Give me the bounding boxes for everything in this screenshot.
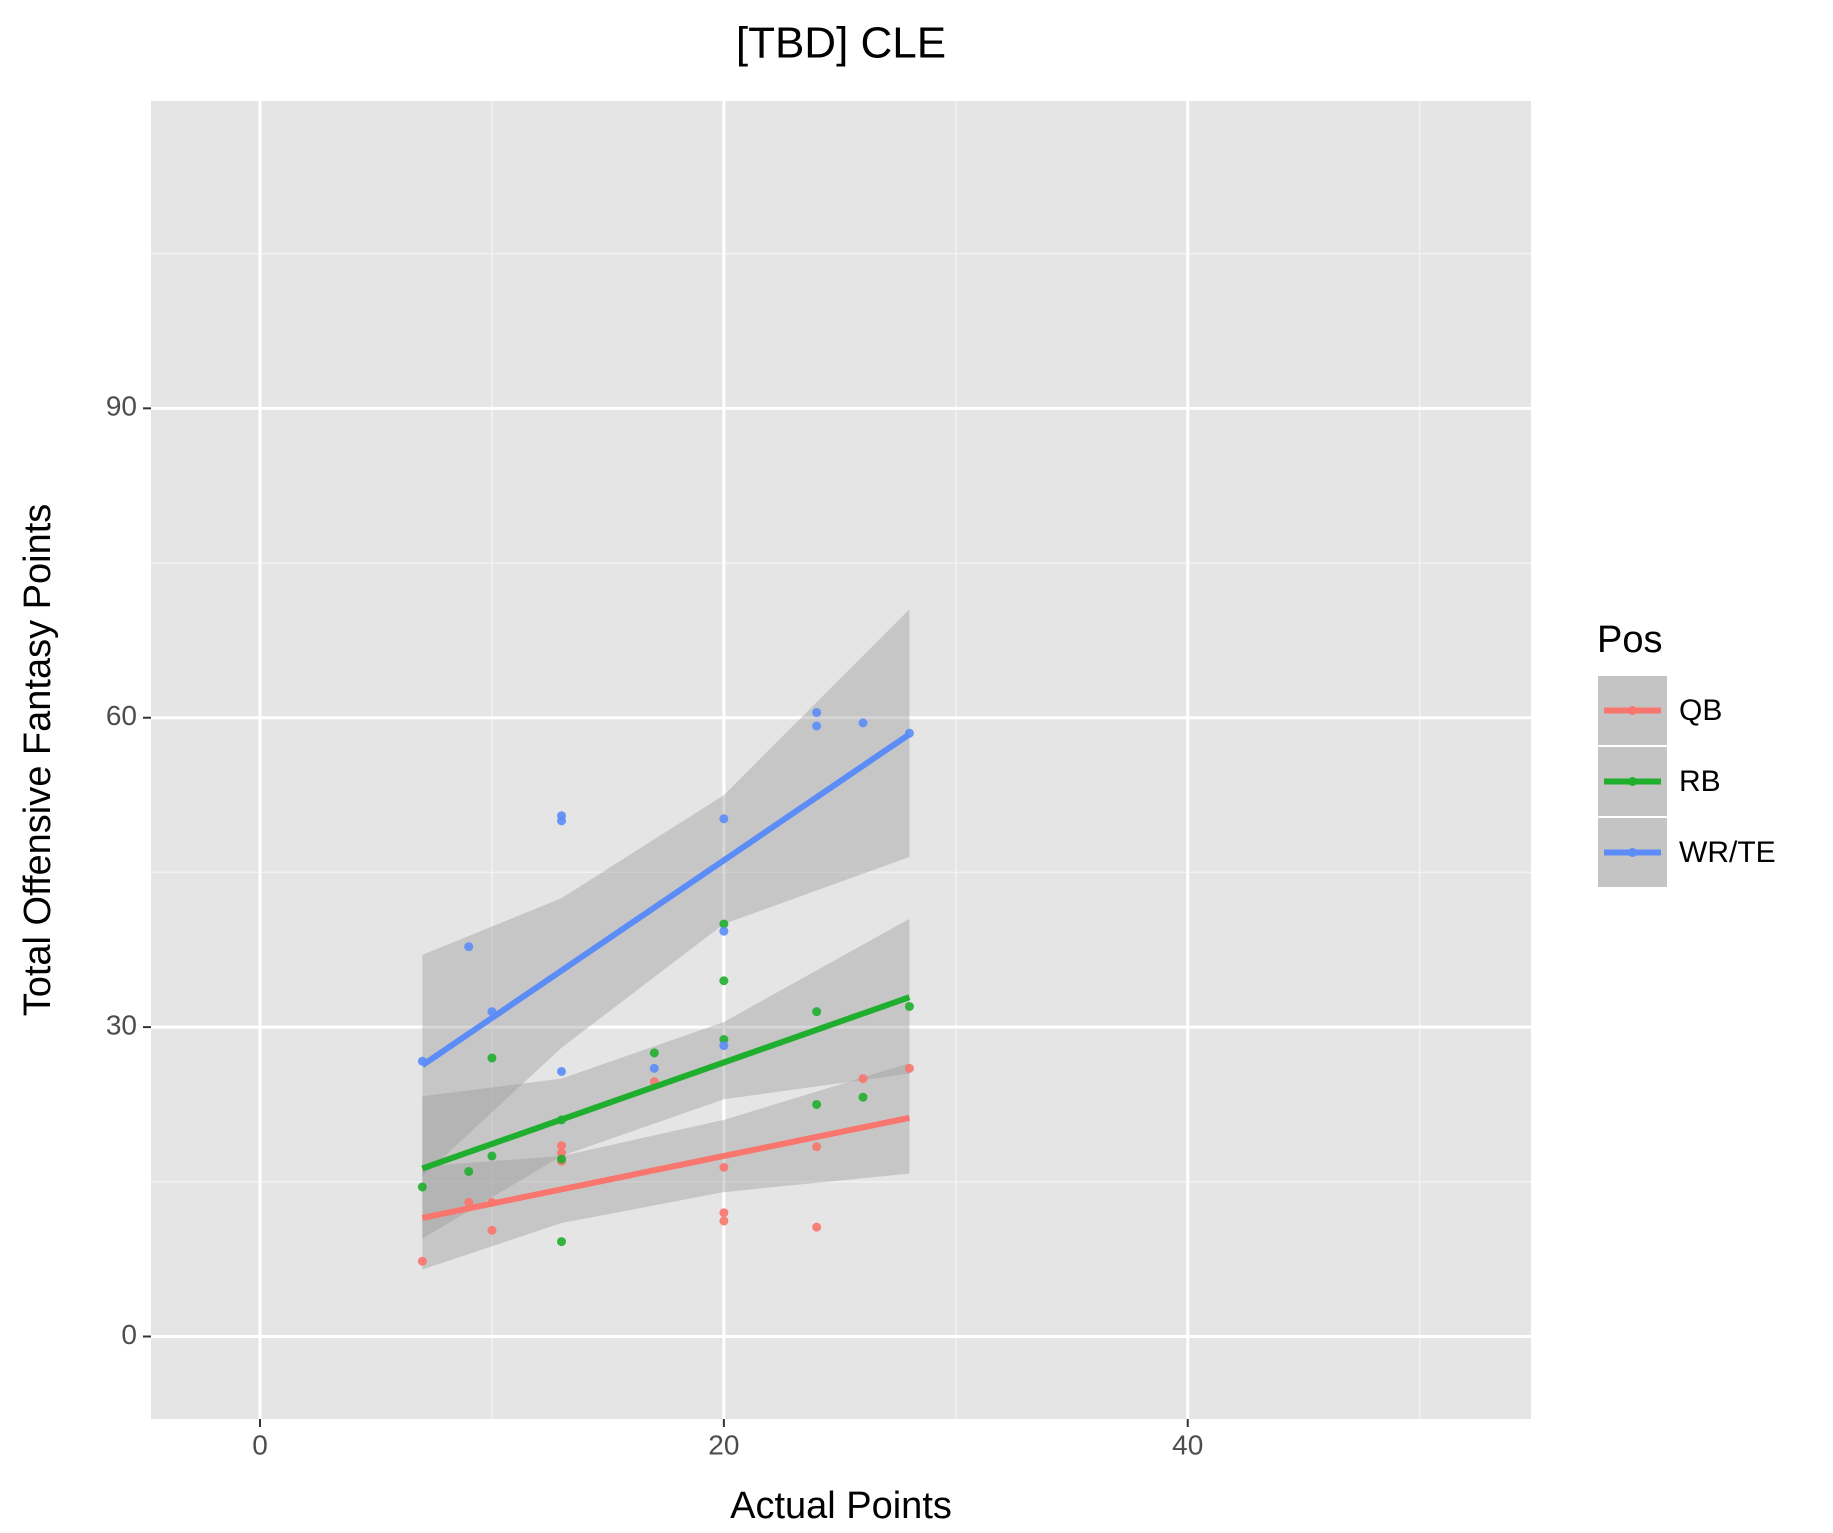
point (649, 1063, 659, 1073)
fit-line (420, 731, 912, 1068)
point (557, 1141, 567, 1151)
point (812, 1222, 822, 1232)
point (719, 1208, 729, 1218)
point (904, 1001, 914, 1011)
fit-line (421, 994, 911, 1172)
point (557, 1237, 567, 1247)
point (719, 814, 729, 824)
legend-point (1628, 706, 1637, 715)
legend-title: Pos (1597, 619, 1662, 661)
y-tick-label: 0 (121, 1319, 137, 1350)
legend-point (1628, 777, 1637, 786)
point (487, 1225, 497, 1235)
point (557, 1148, 567, 1158)
point (719, 1034, 729, 1044)
y-tick-label: 30 (106, 1009, 137, 1040)
point (858, 1074, 868, 1084)
point (417, 1256, 427, 1266)
legend-point (1628, 848, 1637, 857)
point (464, 1197, 474, 1207)
point (719, 1162, 729, 1172)
point (464, 942, 474, 952)
point (557, 1154, 567, 1164)
panel (151, 101, 1531, 1419)
point (812, 721, 822, 731)
y-tick-label: 60 (106, 700, 137, 731)
legend-label: QB (1679, 694, 1722, 727)
point (487, 1151, 497, 1161)
point (719, 1041, 729, 1051)
point (858, 718, 868, 728)
point (649, 1048, 659, 1058)
point (812, 1007, 822, 1017)
point (557, 1066, 567, 1076)
x-tick-label: 40 (1172, 1429, 1203, 1460)
point (812, 1142, 822, 1152)
legend-label: WR/TE (1679, 836, 1776, 869)
x-axis-label: Actual Points (730, 1485, 952, 1527)
point (812, 708, 822, 718)
point (464, 1166, 474, 1176)
point (487, 1053, 497, 1063)
fit-line (421, 1114, 911, 1221)
point (557, 816, 567, 826)
point (858, 1092, 868, 1102)
x-tick-label: 20 (708, 1429, 739, 1460)
point (719, 919, 729, 929)
point (719, 1216, 729, 1226)
confidence-band (422, 609, 910, 1177)
legend-label: RB (1679, 765, 1721, 798)
point (904, 1063, 914, 1073)
y-tick-label: 90 (106, 391, 137, 422)
point (417, 1182, 427, 1192)
x-tick-label: 0 (252, 1429, 268, 1460)
point (812, 1099, 822, 1109)
point (719, 976, 729, 986)
y-axis-label: Total Offensive Fantasy Points (17, 504, 59, 1017)
point (719, 926, 729, 936)
confidence-band (422, 918, 910, 1239)
chart-title: [TBD] CLE (736, 19, 946, 68)
